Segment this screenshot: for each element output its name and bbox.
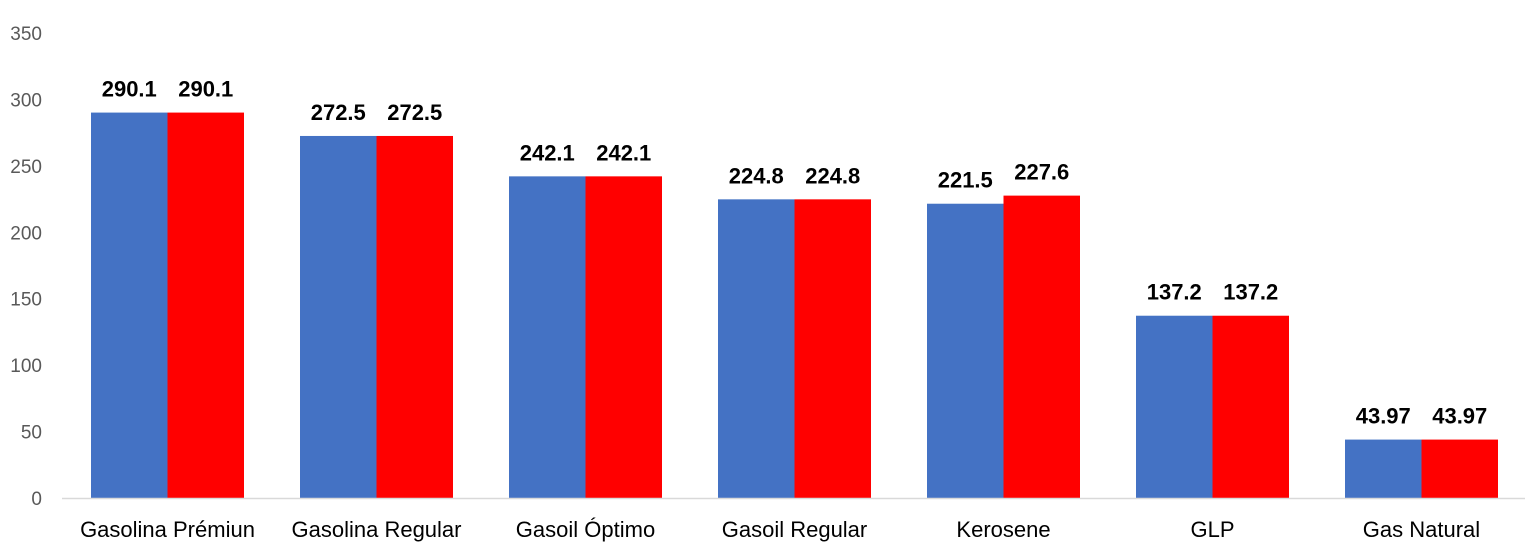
y-tick-label: 100 (10, 356, 42, 377)
data-labels: 290.1 290.1 272.5 272.5 242.1 242.1 224.8 224.8… (102, 77, 1488, 429)
x-tick-label: Gasolina Regular (292, 517, 462, 542)
bar (585, 176, 662, 499)
bar (718, 199, 795, 498)
data-label: 43.97 (1356, 404, 1411, 429)
y-tick-label: 350 (10, 24, 42, 45)
y-tick-label: 0 (31, 489, 42, 510)
x-axis: Gasolina Prémiun Gasolina Regular Gasoil Ó… (80, 517, 1480, 542)
x-tick-label: Gasoil Regular (722, 517, 868, 542)
bar (794, 199, 871, 498)
x-tick-label: Kerosene (956, 517, 1050, 542)
bar (1345, 439, 1422, 498)
data-label: 224.8 (805, 163, 860, 188)
data-label: 224.8 (729, 163, 784, 188)
data-label: 290.1 (178, 77, 233, 102)
y-axis: 0 50 100 150 200 250 300 350 (10, 24, 42, 510)
bar (376, 135, 453, 498)
bar (927, 203, 1004, 498)
bar (91, 112, 168, 499)
bar (509, 176, 586, 499)
x-tick-label: Gas Natural (1363, 517, 1480, 542)
bar (300, 135, 377, 498)
x-tick-label: GLP (1190, 517, 1234, 542)
bar (1003, 195, 1080, 499)
y-tick-label: 250 (10, 157, 42, 178)
data-label: 242.1 (596, 140, 651, 165)
data-label: 242.1 (520, 140, 575, 165)
y-tick-label: 50 (21, 423, 42, 444)
x-tick-label: Gasolina Prémiun (80, 517, 255, 542)
x-tick-label: Gasoil Óptimo (516, 517, 655, 542)
y-tick-label: 200 (10, 223, 42, 244)
y-tick-label: 150 (10, 290, 42, 311)
bar (1136, 315, 1213, 498)
data-label: 272.5 (311, 100, 366, 125)
data-label: 43.97 (1432, 404, 1487, 429)
data-label: 137.2 (1223, 280, 1278, 305)
bar (1421, 439, 1498, 498)
bar (167, 112, 244, 499)
data-label: 137.2 (1147, 280, 1202, 305)
bars (91, 112, 1498, 499)
y-tick-label: 300 (10, 90, 42, 111)
bar (1212, 315, 1289, 498)
data-label: 290.1 (102, 77, 157, 102)
data-label: 272.5 (387, 100, 442, 125)
data-label: 221.5 (938, 168, 993, 193)
data-label: 227.6 (1014, 160, 1069, 185)
